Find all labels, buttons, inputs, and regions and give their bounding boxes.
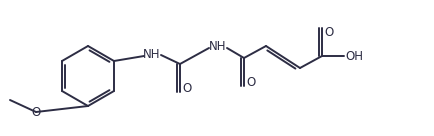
Text: O: O	[31, 106, 40, 118]
Text: NH: NH	[209, 39, 226, 52]
Text: OH: OH	[344, 50, 362, 63]
Text: O: O	[246, 75, 255, 89]
Text: O: O	[182, 81, 191, 95]
Text: O: O	[324, 27, 333, 39]
Text: NH: NH	[143, 47, 161, 61]
